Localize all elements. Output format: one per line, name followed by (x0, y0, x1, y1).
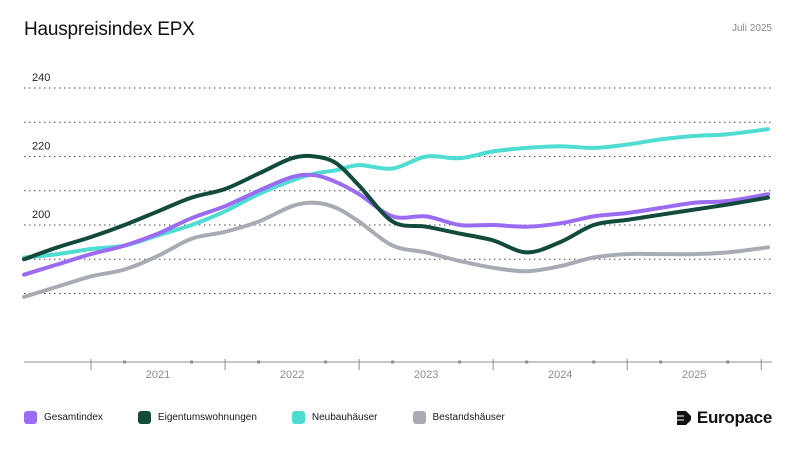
legend-swatch-neubauhaeuser (291, 411, 305, 424)
x-year-label-2025: 2025 (682, 369, 706, 381)
x-year-label-2023: 2023 (414, 369, 438, 381)
x-quarter-tick (659, 360, 663, 364)
x-quarter-tick (324, 360, 328, 364)
legend-swatch-gesamtindex (24, 411, 37, 424)
europace-logo-icon (676, 411, 691, 425)
y-tick-label-240: 240 (32, 72, 50, 84)
legend-item-neubauhaeuser: Neubauhäuser (291, 411, 378, 424)
x-year-label-2022: 2022 (280, 369, 304, 381)
x-quarter-tick (726, 360, 730, 364)
legend-swatch-eigentumswohnungen (137, 411, 151, 424)
y-tick-label-200: 200 (32, 209, 50, 221)
chart-title: Hauspreisindex EPX (24, 19, 195, 40)
x-quarter-tick (391, 360, 395, 364)
series-line-neubauhaeuser (22, 127, 770, 260)
x-year-label-2021: 2021 (146, 369, 170, 381)
legend-item-eigentumswohnungen: Eigentumswohnungen (137, 411, 257, 424)
legend: Gesamtindex Eigentumswohnungen Neubauhäu… (24, 411, 540, 424)
x-quarter-tick (123, 360, 127, 364)
report-date: Juli 2025 (731, 23, 772, 34)
x-quarter-tick (257, 360, 261, 364)
x-quarter-tick (525, 360, 529, 364)
x-quarter-tick (190, 360, 194, 364)
legend-label-gesamtindex: Gesamtindex (44, 412, 103, 423)
legend-label-eigentumswohnungen: Eigentumswohnungen (157, 412, 257, 423)
legend-item-bestandshaeuser: Bestandshäuser (412, 411, 505, 424)
legend-label-bestandshaeuser: Bestandshäuser (432, 412, 505, 423)
x-quarter-tick (592, 360, 596, 364)
legend-label-neubauhaeuser: Neubauhäuser (311, 412, 378, 423)
series-line-bestandshaeuser (22, 200, 770, 299)
x-year-label-2024: 2024 (548, 369, 572, 381)
y-tick-label-220: 220 (32, 141, 50, 153)
x-quarter-tick (458, 360, 462, 364)
legend-item-gesamtindex: Gesamtindex (24, 411, 103, 424)
brand-logo: Europace (676, 408, 772, 428)
brand-name: Europace (696, 408, 772, 427)
legend-swatch-bestandshaeuser (412, 411, 426, 424)
series-line-eigentumswohnungen (22, 153, 770, 262)
